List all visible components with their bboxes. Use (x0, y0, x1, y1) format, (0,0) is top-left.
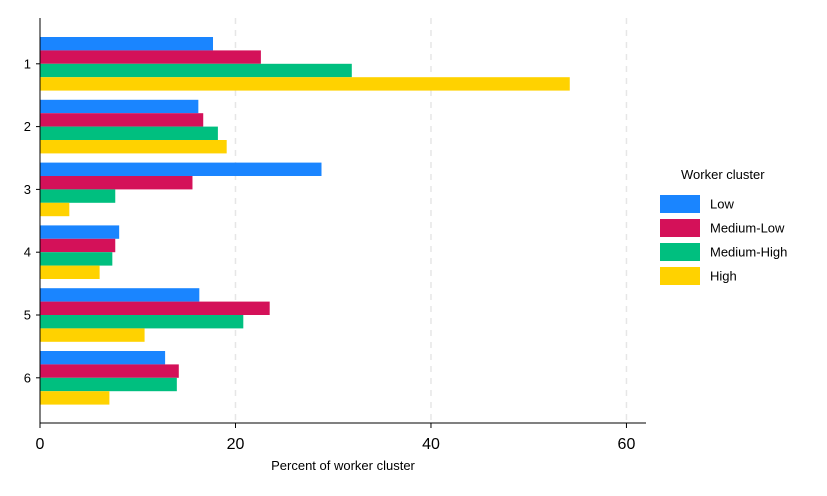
bar (40, 126, 218, 140)
legend-swatch (660, 243, 700, 261)
legend: Worker cluster Low Medium-Low Medium-High H… (660, 167, 787, 285)
gridlines (234, 18, 628, 423)
bars (40, 37, 570, 405)
axes (39, 18, 646, 424)
bar (40, 288, 200, 302)
y-tick-label: 3 (24, 182, 31, 197)
y-tick-label: 5 (24, 308, 31, 323)
bar (40, 176, 193, 190)
legend-label: Medium-Low (710, 221, 785, 236)
bar (40, 377, 177, 392)
x-tick-label: 0 (36, 436, 45, 453)
x-tick-label: 60 (618, 436, 636, 453)
bar (40, 202, 70, 217)
legend-label: High (710, 269, 737, 284)
x-tick-label: 20 (227, 436, 245, 453)
bar (40, 189, 116, 203)
legend-label: Medium-High (710, 245, 787, 260)
legend-swatch (660, 195, 700, 213)
bar (40, 265, 100, 279)
bar (40, 225, 120, 239)
bar (40, 162, 322, 176)
y-tick-label: 1 (24, 56, 31, 71)
bar (40, 328, 145, 342)
bar (40, 37, 214, 51)
legend-title: Worker cluster (681, 167, 765, 182)
bar (40, 364, 179, 378)
bar (40, 252, 113, 266)
bar (40, 391, 110, 405)
y-ticks: 1 2 3 4 5 6 (24, 56, 40, 385)
bar (40, 77, 570, 91)
legend-swatch (660, 219, 700, 237)
bar (40, 113, 204, 127)
y-tick-label: 2 (24, 119, 31, 134)
bar (40, 99, 199, 114)
x-axis-label: Percent of worker cluster (271, 458, 415, 473)
legend-swatch (660, 267, 700, 285)
bar (40, 63, 352, 78)
x-ticks: 0 20 40 60 (36, 423, 636, 453)
bar (40, 351, 166, 365)
bar (40, 315, 244, 329)
bar (40, 301, 270, 315)
legend-label: Low (710, 197, 734, 212)
bar (40, 50, 261, 64)
y-tick-label: 4 (24, 245, 31, 260)
y-tick-label: 6 (24, 370, 31, 385)
bar (40, 238, 116, 253)
x-tick-label: 40 (422, 436, 440, 453)
bar (40, 140, 227, 154)
